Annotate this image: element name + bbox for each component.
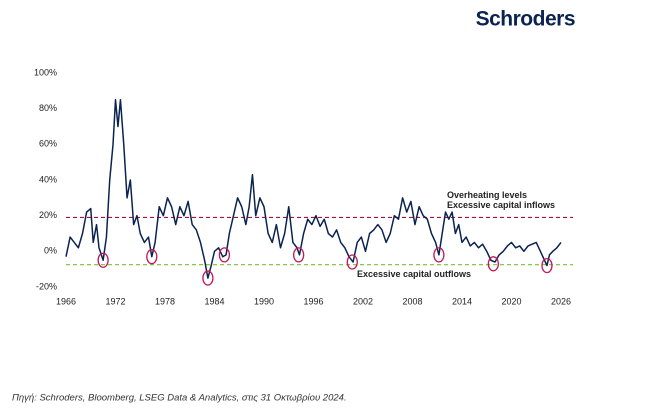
reference-label: Excessive capital inflows (447, 200, 555, 210)
x-tick-label: 1990 (254, 296, 274, 306)
x-tick-label: 2020 (501, 296, 521, 306)
y-tick-label: 60% (39, 139, 57, 149)
x-tick-label: 1972 (105, 296, 125, 306)
highlight-circle (218, 247, 231, 263)
x-tick-label: 2014 (452, 296, 472, 306)
y-tick-label: 80% (39, 103, 57, 113)
y-tick-label: 100% (34, 67, 57, 77)
y-tick-label: -20% (36, 281, 57, 291)
reference-label: Excessive capital outflows (357, 269, 471, 279)
y-tick-label: 20% (39, 210, 57, 220)
highlight-circle (346, 254, 358, 270)
series-line (65, 99, 562, 279)
highlight-circle (202, 270, 214, 286)
x-tick-label: 1978 (155, 296, 175, 306)
reference-label: Overheating levels (447, 190, 527, 200)
highlight-circle (146, 249, 158, 265)
highlight-circle (487, 256, 500, 272)
x-tick-label: 2026 (551, 296, 571, 306)
x-tick-label: 2008 (402, 296, 422, 306)
x-tick-label: 1966 (56, 296, 76, 306)
y-tick-label: 40% (39, 174, 57, 184)
y-tick-label: 0% (44, 246, 57, 256)
x-tick-label: 1996 (303, 296, 323, 306)
highlight-circle (541, 257, 553, 274)
highlight-circle (433, 247, 445, 263)
brand-logo: Schroders (476, 8, 575, 31)
source-note: Πηγή: Schroders, Bloomberg, LSEG Data & … (12, 393, 347, 404)
x-tick-label: 2002 (353, 296, 373, 306)
highlight-circle (97, 252, 109, 268)
x-tick-label: 1984 (204, 296, 224, 306)
highlight-circle (292, 247, 305, 263)
